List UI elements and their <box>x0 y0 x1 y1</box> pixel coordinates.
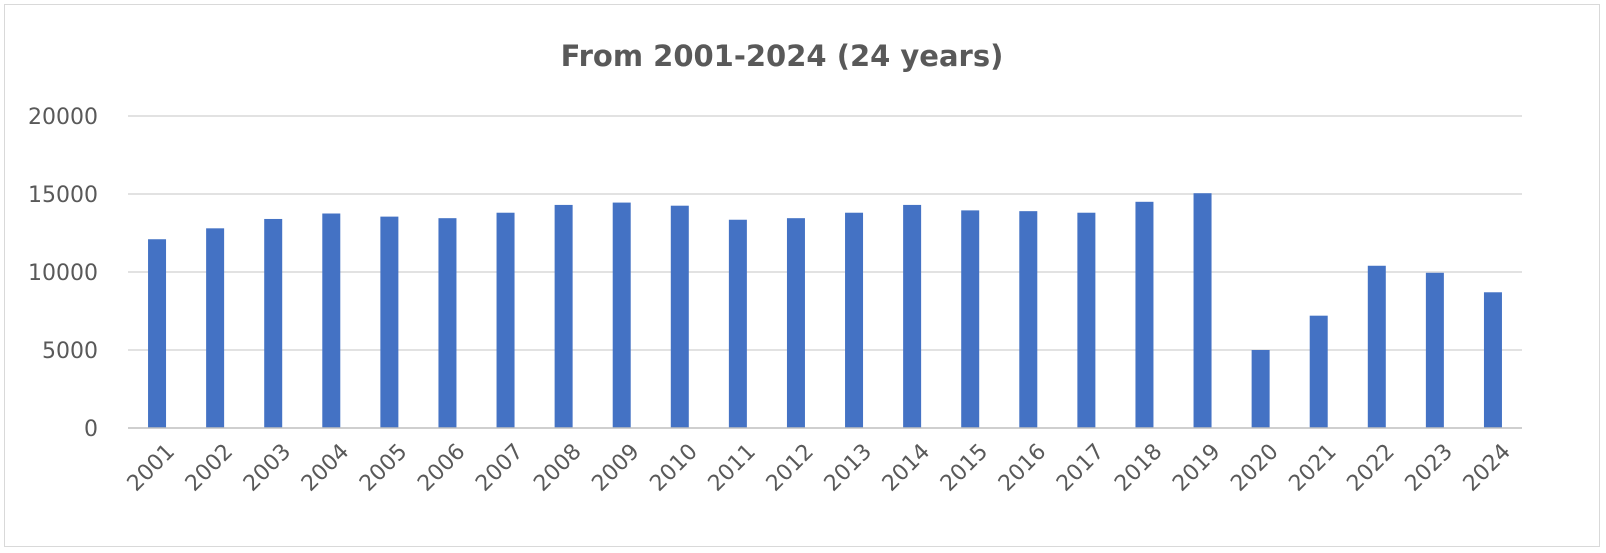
x-tick-label: 2011 <box>704 439 761 496</box>
x-tick-label: 2022 <box>1343 439 1400 496</box>
x-tick-label: 2017 <box>1052 439 1109 496</box>
bar-2016 <box>1019 211 1038 428</box>
x-tick-label: 2005 <box>355 439 412 496</box>
x-tick-label: 2007 <box>471 439 528 496</box>
x-tick-label: 2008 <box>529 439 586 496</box>
bar-2005 <box>380 216 399 428</box>
x-tick-label: 2014 <box>878 439 935 496</box>
x-tick-label: 2023 <box>1401 439 1458 496</box>
x-tick-label: 2015 <box>936 439 993 496</box>
bar-2008 <box>554 204 573 428</box>
x-tick-label: 2004 <box>297 439 354 496</box>
x-tick-label: 2003 <box>239 439 296 496</box>
bar-2003 <box>264 218 283 428</box>
bar-2022 <box>1367 265 1386 428</box>
bar-2021 <box>1309 315 1328 428</box>
y-tick-label: 20000 <box>28 105 98 130</box>
bar-2019 <box>1193 193 1212 428</box>
x-tick-label: 2019 <box>1168 439 1225 496</box>
x-tick-label: 2009 <box>587 439 644 496</box>
y-tick-label: 10000 <box>28 261 98 286</box>
x-tick-label: 2012 <box>762 439 819 496</box>
bar-2013 <box>845 212 864 428</box>
bar-2001 <box>148 239 167 428</box>
x-tick-label: 2001 <box>123 439 180 496</box>
bar-2009 <box>612 202 631 428</box>
bars <box>148 193 1502 428</box>
x-tick-label: 2016 <box>994 439 1051 496</box>
x-tick-label: 2020 <box>1226 439 1283 496</box>
x-tick-label: 2010 <box>646 439 703 496</box>
gridlines <box>128 115 1522 351</box>
y-axis-ticks: 0 5000 10000 15000 20000 <box>28 105 98 442</box>
bar-2002 <box>206 228 225 428</box>
bar-2023 <box>1425 272 1444 428</box>
bar-2018 <box>1135 201 1154 428</box>
bar-2006 <box>438 218 457 428</box>
bar-2020 <box>1251 350 1270 428</box>
y-tick-label: 15000 <box>28 183 98 208</box>
y-tick-label: 5000 <box>42 339 98 364</box>
x-tick-label: 2002 <box>181 439 238 496</box>
x-tick-label: 2006 <box>413 439 470 496</box>
chart-title: From 2001-2024 (24 years) <box>561 39 1004 73</box>
x-axis-ticks: 2001 2002 2003 2004 2005 2006 2007 2008 2009 2010… <box>123 439 1516 496</box>
bar-2015 <box>961 210 980 428</box>
x-tick-label: 2013 <box>820 439 877 496</box>
bar-2004 <box>322 213 341 428</box>
bar-2024 <box>1483 292 1502 428</box>
x-tick-label: 2024 <box>1459 439 1516 496</box>
y-tick-label: 0 <box>84 417 98 442</box>
bar-2010 <box>670 205 689 428</box>
bar-2017 <box>1077 212 1096 428</box>
bar-2011 <box>728 219 747 428</box>
x-tick-label: 2018 <box>1110 439 1167 496</box>
x-tick-label: 2021 <box>1284 439 1341 496</box>
bar-2007 <box>496 212 515 428</box>
bar-2012 <box>786 218 805 428</box>
bar-2014 <box>903 204 922 428</box>
